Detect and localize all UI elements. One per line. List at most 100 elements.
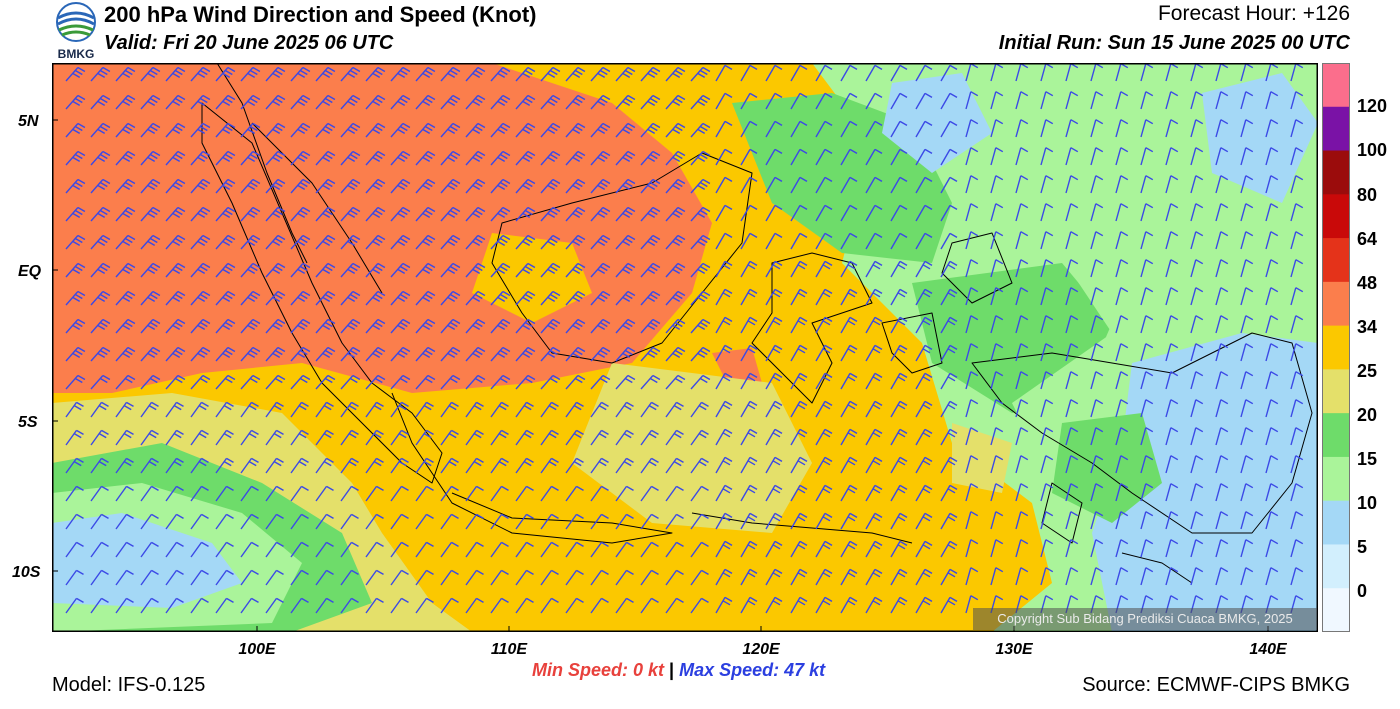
barb-staff <box>615 95 629 110</box>
barb-flag <box>573 432 582 439</box>
barb-staff <box>315 457 328 474</box>
barb-flag <box>227 178 236 185</box>
wind-barb <box>965 539 979 558</box>
barb-flag <box>597 128 606 135</box>
barb-staff <box>990 427 997 446</box>
barb-flag <box>274 265 283 272</box>
wind-barb <box>1240 91 1254 110</box>
barb-flag <box>477 66 486 73</box>
wind-barb <box>90 262 111 278</box>
barb-flag <box>949 64 958 71</box>
barb-staff <box>590 95 604 110</box>
barb-staff <box>565 429 578 446</box>
coastline <box>881 312 943 374</box>
barb-staff <box>515 291 529 306</box>
wind-barb <box>465 513 484 530</box>
barb-staff <box>1090 259 1097 278</box>
barb-flag <box>1120 231 1129 237</box>
wind-barb <box>1215 371 1229 390</box>
wind-barb <box>1165 315 1179 334</box>
barb-staff <box>1240 455 1247 474</box>
barb-flag <box>222 72 231 79</box>
barb-flag <box>127 318 136 325</box>
barb-staff <box>1140 147 1147 166</box>
barb-flag <box>427 374 436 381</box>
barb-flag <box>970 399 979 405</box>
barb-flag <box>324 209 333 216</box>
wind-barb <box>165 597 184 614</box>
barb-staff <box>740 93 751 110</box>
barb-flag <box>747 460 756 466</box>
barb-flag <box>995 371 1004 377</box>
barb-staff <box>365 95 379 110</box>
barb-flag <box>499 209 508 216</box>
barb-flag <box>749 260 758 267</box>
wind-barb <box>1190 287 1204 306</box>
barb-flag <box>247 324 256 331</box>
barb-flag <box>176 429 184 436</box>
barb-staff <box>990 203 997 222</box>
barb-staff <box>340 67 354 82</box>
wind-barb <box>540 374 561 390</box>
wind-barb <box>365 94 386 110</box>
barb-flag <box>552 66 561 73</box>
wind-barb <box>540 429 559 446</box>
wind-barb <box>1265 371 1279 390</box>
barb-flag <box>722 544 731 550</box>
barb-flag <box>247 268 256 275</box>
barb-flag <box>649 69 658 76</box>
barb-flag <box>574 321 583 328</box>
barb-staff <box>465 485 478 502</box>
wind-barb <box>1240 455 1254 474</box>
barb-flag <box>1295 371 1304 377</box>
barb-flag <box>724 316 733 323</box>
wind-barb <box>840 92 858 110</box>
barb-flag <box>1070 315 1079 321</box>
barb-flag <box>426 569 434 576</box>
barb-staff <box>640 429 653 446</box>
barb-flag <box>177 234 186 241</box>
barb-flag <box>747 320 756 326</box>
barb-staff <box>1140 399 1147 418</box>
barb-flag <box>424 237 433 244</box>
barb-flag <box>447 212 456 219</box>
wind-barb <box>390 485 409 502</box>
barb-flag <box>749 120 758 127</box>
barb-flag <box>322 156 331 163</box>
barb-flag <box>399 377 408 384</box>
barb-flag <box>899 456 908 463</box>
barb-flag <box>227 234 236 241</box>
barb-flag <box>1295 595 1304 601</box>
barb-flag <box>1095 119 1104 125</box>
barb-staff <box>890 177 901 194</box>
colorbar-label-25: 25 <box>1357 361 1378 381</box>
barb-flag <box>474 293 483 300</box>
barb-staff <box>90 457 103 474</box>
wind-barb <box>240 262 261 278</box>
chart-title: 200 hPa Wind Direction and Speed (Knot) <box>104 2 537 27</box>
wind-barb <box>1015 91 1029 110</box>
barb-staff <box>140 151 154 166</box>
barb-flag <box>402 66 411 73</box>
barb-flag <box>624 321 633 328</box>
wind-barb <box>290 457 309 474</box>
barb-flag <box>502 94 511 101</box>
wind-barb <box>715 260 733 278</box>
barb-flag <box>872 264 881 270</box>
barb-flag <box>326 513 334 520</box>
barb-flag <box>127 150 136 157</box>
wind-barb <box>815 316 833 334</box>
barb-flag <box>522 184 531 191</box>
wind-barb <box>190 429 209 446</box>
barb-flag <box>1295 511 1304 517</box>
barb-flag <box>476 457 484 464</box>
barb-flag <box>799 176 808 183</box>
barb-flag <box>299 153 308 160</box>
barb-flag <box>452 374 461 381</box>
wind-barb <box>215 206 236 222</box>
wind-barb <box>1215 203 1229 222</box>
barb-staff <box>615 123 629 138</box>
wind-barb <box>465 206 486 222</box>
barb-staff <box>490 67 504 82</box>
barb-flag <box>872 516 881 522</box>
